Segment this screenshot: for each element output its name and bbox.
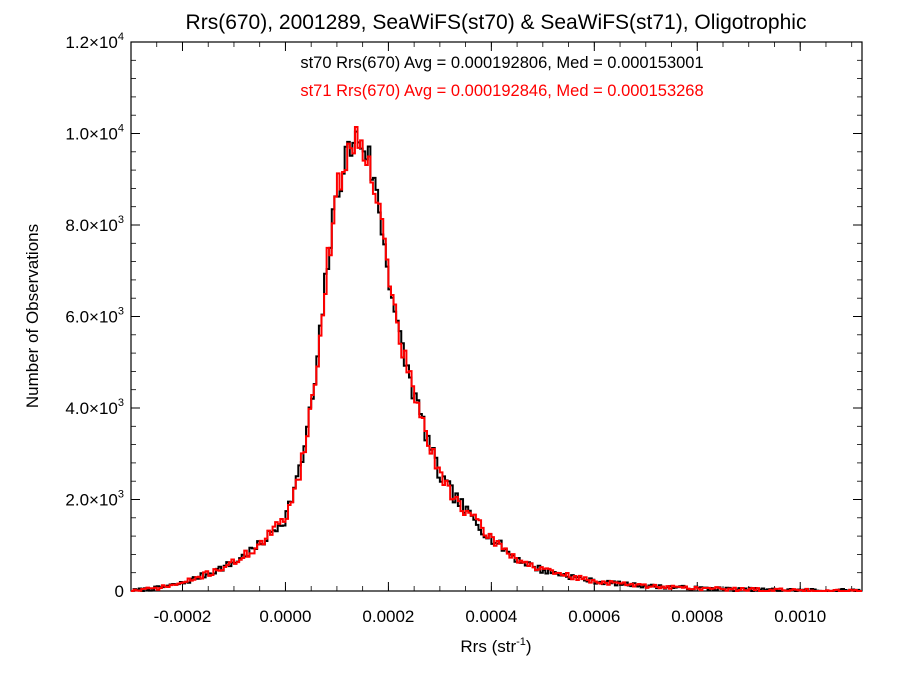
chart-title: Rrs(670), 2001289, SeaWiFS(st70) & SeaWi… [186,11,807,34]
y-tick-label: 8.0×103 [65,214,124,235]
plot-frame [130,41,863,592]
y-tick-label: 0 [115,582,124,601]
x-tick-label: 0.0010 [774,607,826,626]
x-axis-label-close: ) [526,637,532,656]
legend-entry-st71: st71 Rrs(670) Avg = 0.000192846, Med = 0… [300,82,703,100]
series-line-st71 [131,125,862,592]
x-tick-label: 0.0008 [671,607,723,626]
y-axis-label: Number of Observations [23,224,42,408]
x-axis-label: Rrs (str-1) [460,636,531,656]
x-tick-label: 0.0002 [362,607,414,626]
series-layer [131,125,862,592]
y-tick-label: 1.2×104 [65,31,124,52]
y-axis-ticks: 0 2.0×103 4.0×103 6.0×103 8.0×103 1.0×104 1.2×… [65,31,862,601]
x-axis-label-superscript: -1 [516,636,526,648]
x-axis-label-text: Rrs (str [460,637,516,656]
y-tick-label: 2.0×103 [65,489,124,510]
x-tick-label: 0.0000 [259,607,311,626]
x-tick-label: 0.0006 [568,607,620,626]
x-axis-ticks: -0.0002 0.0000 0.0002 0.0004 0.0006 0.0008 0.0… [130,42,853,626]
x-tick-label: -0.0002 [154,607,212,626]
y-tick-label: 6.0×103 [65,306,124,327]
series-line-st70 [131,130,862,592]
legend-entry-st70: st70 Rrs(670) Avg = 0.000192806, Med = 0… [300,54,703,72]
x-tick-label: 0.0004 [465,607,517,626]
y-tick-label: 1.0×104 [65,123,124,144]
y-tick-label: 4.0×103 [65,397,124,418]
